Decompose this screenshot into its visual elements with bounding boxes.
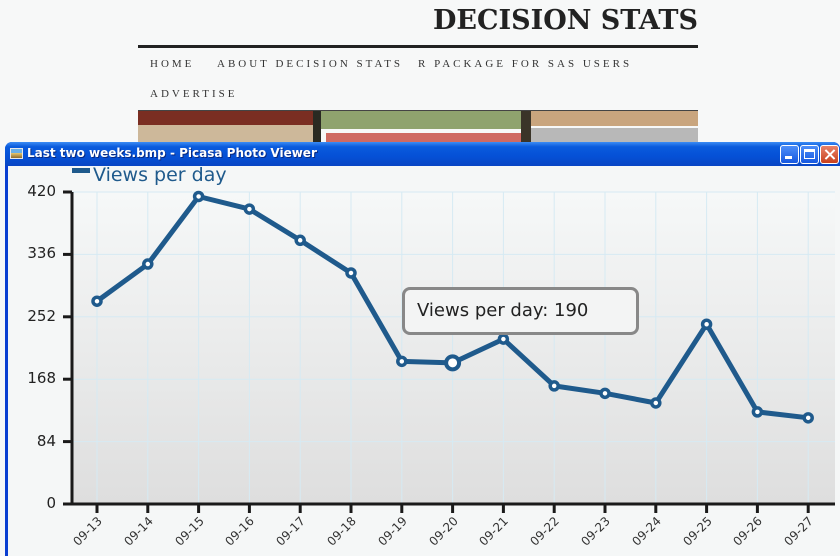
close-button[interactable] [820,145,839,164]
y-tick-label: 420 [27,182,56,200]
y-tick-label: 336 [27,244,56,263]
series-views-per-day [91,190,814,424]
data-point[interactable] [497,333,510,345]
legend-label: Views per day [93,164,227,186]
data-point[interactable] [192,190,205,203]
nav-home[interactable]: HOME [150,58,195,70]
data-point[interactable] [396,355,408,368]
nav-about[interactable]: ABOUT DECISION STATS [217,58,404,70]
data-point[interactable] [599,387,611,400]
data-point[interactable] [650,397,662,409]
data-point[interactable] [802,412,814,424]
data-tooltip: Views per day: 190 [402,287,639,335]
image-file-icon [10,148,23,159]
data-point[interactable] [444,354,462,372]
books-banner-image [138,110,698,144]
data-point[interactable] [142,258,154,270]
gridlines [72,191,835,504]
window-titlebar[interactable]: Last two weeks.bmp - Picasa Photo Viewer [5,142,840,166]
axes [63,190,835,513]
y-tick-label: 252 [27,306,56,325]
data-point[interactable] [294,234,306,247]
data-point[interactable] [751,406,764,418]
nav-advertise[interactable]: ADVERTISE [150,88,238,100]
data-point[interactable] [91,295,103,307]
minimize-button[interactable] [780,145,799,164]
y-tick-label: 84 [36,431,56,450]
maximize-button[interactable] [800,145,819,164]
data-point[interactable] [700,318,713,330]
blog-title: DECISION STATS [432,5,698,36]
data-point[interactable] [243,203,256,215]
data-point[interactable] [345,267,357,279]
y-tick-label: 0 [46,494,56,512]
data-point[interactable] [548,380,560,392]
window-title: Last two weeks.bmp - Picasa Photo Viewer [27,146,317,160]
nav-r-package[interactable]: R PACKAGE FOR SAS USERS [418,58,633,70]
header-divider [138,45,698,48]
y-tick-label: 168 [27,369,56,388]
legend-swatch [72,168,90,173]
chart-legend[interactable]: Views per day [72,164,227,186]
plot-area [72,192,835,504]
